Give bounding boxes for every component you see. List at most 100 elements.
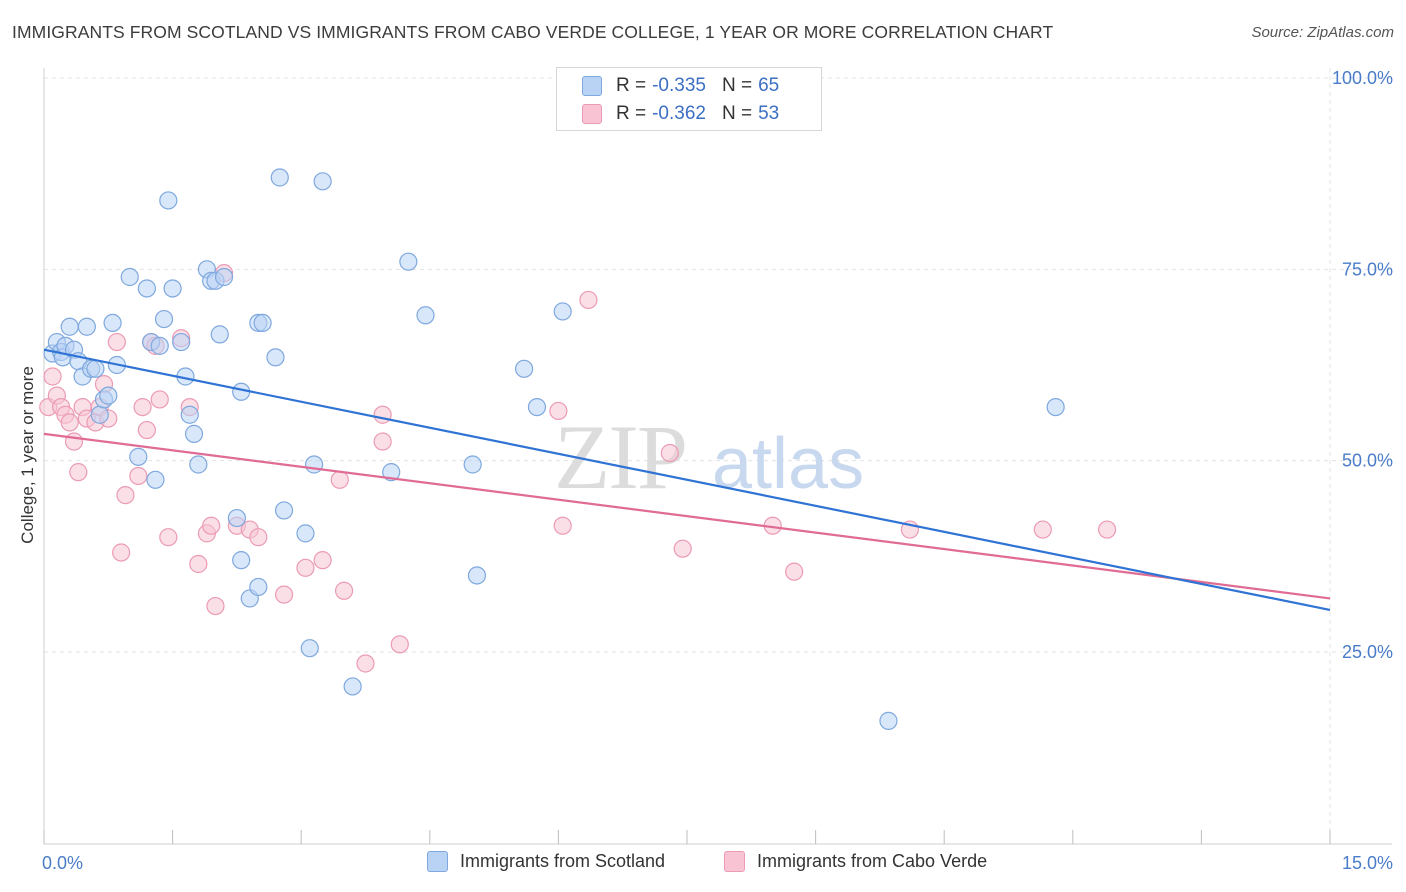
scotland-point	[266, 348, 285, 367]
scotland-point	[154, 309, 174, 329]
cabo-verde-point	[330, 470, 349, 489]
scotland-point	[232, 551, 251, 570]
x-tick-label-min: 0.0%	[42, 853, 83, 873]
r-value: -0.362	[652, 103, 706, 124]
n-value: 65	[758, 75, 780, 96]
scotland-point	[382, 463, 401, 482]
correlation-legend: R = -0.335 N = 65 R = -0.362 N = 53	[556, 67, 822, 131]
cabo-verde-point	[129, 466, 148, 486]
cabo-verde-point	[296, 558, 315, 577]
cabo-verde-point	[549, 401, 568, 421]
cabo-verde-point	[133, 397, 152, 417]
scotland-trend-line	[43, 348, 1331, 611]
scotland-point	[180, 405, 199, 424]
cabo-verde-legend-swatch	[724, 851, 745, 872]
r-value: -0.335	[652, 75, 706, 96]
n-value: 53	[758, 103, 780, 124]
cabo-verde-legend-label: Immigrants from Cabo Verde	[757, 851, 988, 871]
n-label: N =	[721, 103, 753, 124]
scotland-point	[210, 325, 229, 344]
scotland-point	[296, 524, 315, 543]
cabo-verde-point	[1097, 520, 1117, 539]
cabo-verde-point	[206, 596, 225, 616]
series-legend: Immigrants from Scotland Immigrants from…	[0, 851, 1406, 877]
scotland-point	[137, 279, 156, 298]
legend-row-cabo-verde: R = -0.362 N = 53	[582, 101, 785, 127]
cabo-verde-point	[553, 516, 572, 535]
scotland-point	[879, 711, 898, 730]
scotland-point	[416, 306, 435, 325]
scotland-point	[527, 397, 547, 417]
scotland-point	[463, 455, 482, 474]
legend-row-scotland: R = -0.335 N = 65	[582, 73, 785, 99]
scotland-points	[43, 168, 1065, 730]
scotland-point	[227, 508, 246, 528]
scotland-point	[189, 455, 208, 474]
cabo-verde-point	[202, 516, 221, 535]
scotland-point	[399, 252, 418, 271]
watermark-atlas: atlas	[712, 424, 864, 504]
cabo-verde-point	[356, 654, 375, 673]
cabo-verde-point	[785, 562, 804, 581]
cabo-verde-point	[116, 486, 135, 505]
scotland-swatch	[582, 76, 602, 96]
scotland-point	[467, 566, 487, 585]
cabo-verde-point	[1033, 520, 1052, 539]
scotland-point	[99, 386, 118, 405]
scotland-point	[515, 359, 534, 378]
trend-lines	[43, 348, 1331, 611]
scotland-point	[313, 172, 332, 191]
legend-item-cabo-verde: Immigrants from Cabo Verde	[724, 851, 987, 872]
source-label: Source: ZipAtlas.com	[1251, 24, 1394, 41]
scotland-point	[150, 336, 169, 355]
cabo-verde-points	[39, 264, 1117, 673]
scotland-point	[146, 470, 165, 489]
scotland-legend-swatch	[427, 851, 448, 872]
y-tick-label: 50.0%	[1342, 451, 1393, 471]
scotland-point	[270, 168, 289, 187]
scotland-point	[172, 332, 191, 352]
cabo-verde-point	[334, 581, 354, 600]
cabo-verde-point	[373, 405, 392, 424]
cabo-verde-point	[189, 554, 208, 574]
y-tick-label: 25.0%	[1342, 642, 1393, 662]
scotland-point	[304, 455, 324, 474]
scotland-point	[214, 267, 234, 287]
scotland-point	[120, 267, 139, 287]
scotland-point	[163, 279, 182, 298]
cabo-verde-point	[673, 539, 692, 558]
scotland-point	[343, 677, 362, 696]
watermark: ZIP atlas	[554, 406, 864, 508]
cabo-verde-swatch	[582, 104, 602, 124]
scotland-legend-label: Immigrants from Scotland	[460, 851, 666, 871]
y-tick-label: 100.0%	[1332, 68, 1393, 88]
y-tick-label: 75.0%	[1342, 259, 1393, 279]
scotland-point	[274, 501, 294, 520]
cabo-verde-point	[137, 420, 156, 440]
legend-item-scotland: Immigrants from Scotland	[427, 851, 665, 872]
scotland-point	[553, 302, 572, 321]
scotland-point	[249, 577, 268, 597]
n-label: N =	[721, 75, 753, 96]
cabo-verde-point	[313, 551, 332, 570]
scotland-point	[103, 313, 122, 333]
gridlines	[44, 68, 1392, 844]
cabo-verde-point	[43, 367, 62, 386]
scotland-point	[60, 317, 79, 336]
cabo-verde-point	[107, 332, 126, 352]
cabo-verde-trend-line	[43, 432, 1331, 600]
scotland-point	[253, 313, 272, 333]
r-label: R =	[616, 75, 647, 96]
cabo-verde-point	[390, 635, 409, 654]
scotland-point	[1046, 397, 1065, 417]
cabo-verde-point	[64, 432, 84, 451]
cabo-verde-point	[579, 290, 598, 310]
scotland-point	[86, 359, 105, 378]
scotland-point	[77, 317, 96, 336]
chart-title: IMMIGRANTS FROM SCOTLAND VS IMMIGRANTS F…	[12, 22, 1054, 42]
scotland-point	[184, 424, 204, 443]
scotland-point	[159, 191, 178, 210]
x-tick-label-max: 15.0%	[1342, 853, 1393, 873]
cabo-verde-point	[159, 528, 178, 547]
scotland-point	[129, 447, 148, 466]
